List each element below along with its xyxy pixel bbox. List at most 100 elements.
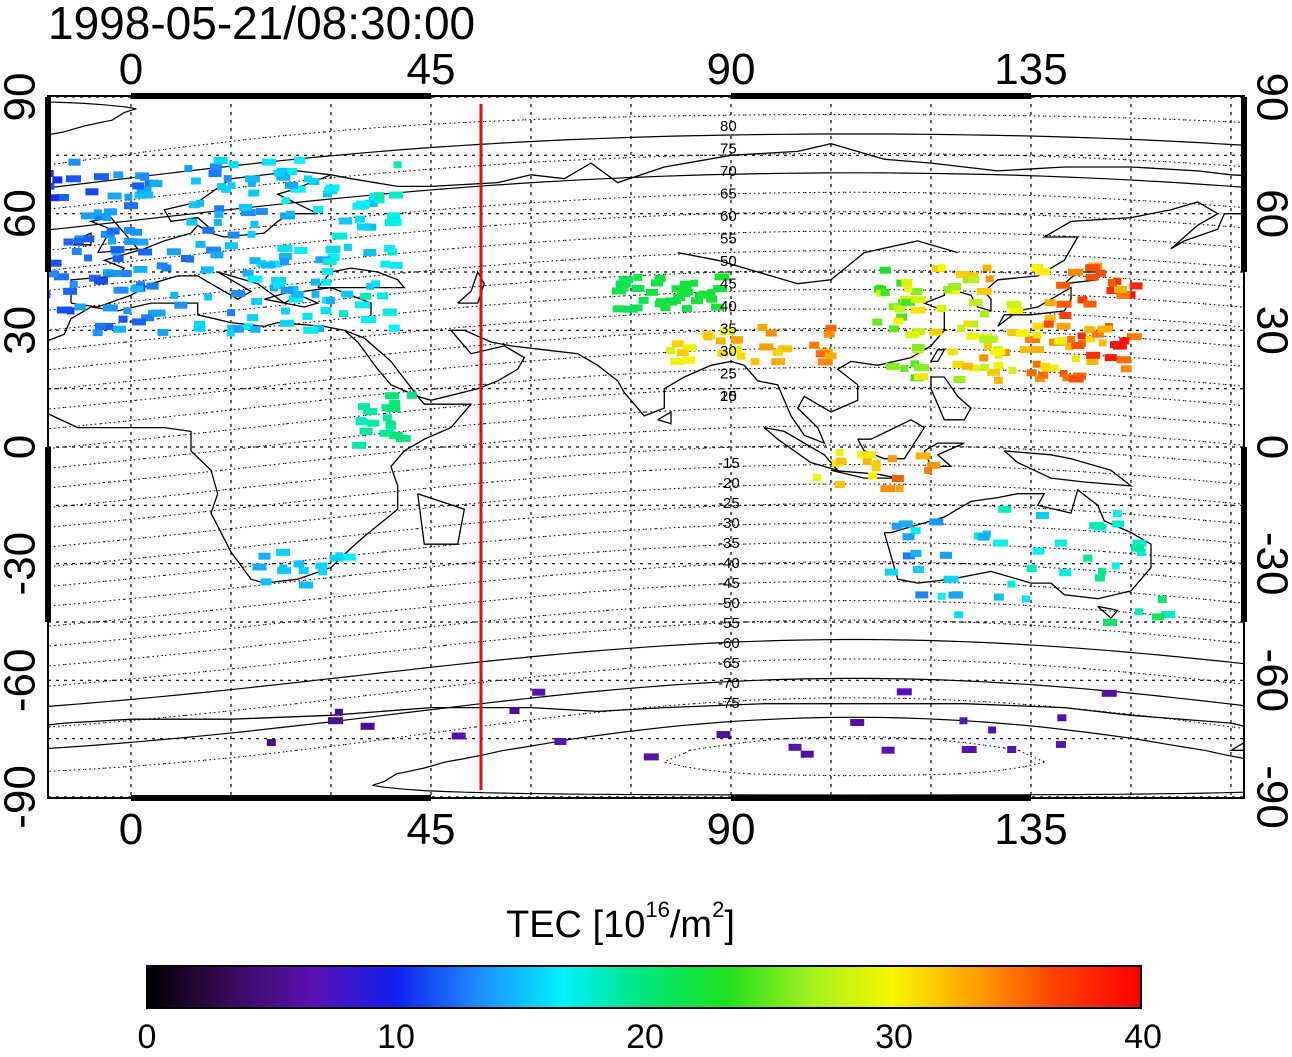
tec-cell (913, 566, 924, 573)
mlat-contour (48, 250, 1244, 311)
tec-cell (1086, 351, 1101, 359)
tec-cell (976, 287, 992, 295)
tec-cell (388, 324, 400, 332)
tec-cell (290, 290, 304, 298)
tec-cell (95, 322, 105, 330)
tec-cell (363, 249, 377, 257)
tec-cell (1022, 595, 1030, 603)
tec-cell (1083, 300, 1097, 308)
tec-cell (63, 238, 74, 246)
tec-cell (1129, 282, 1143, 290)
tec-cell (962, 276, 973, 284)
tec-cell (1161, 611, 1176, 619)
tec-cell (377, 292, 389, 300)
tec-cell (294, 247, 308, 254)
tec-cell (670, 357, 685, 365)
tec-cell (240, 209, 256, 217)
lon-tick-label-top: 90 (707, 45, 756, 94)
tec-cell (93, 209, 102, 217)
tec-cell (1132, 539, 1147, 547)
tec-cell (929, 328, 943, 336)
tec-cell (213, 218, 222, 226)
tec-cell (654, 275, 666, 282)
tec-cell (778, 345, 793, 353)
tec-cell (261, 158, 276, 166)
tec-cell (389, 191, 404, 199)
tec-cell (711, 303, 725, 311)
tec-cell (334, 708, 343, 716)
tec-cell (290, 185, 306, 193)
mlat-label: 75 (720, 141, 737, 158)
frame-bar (731, 93, 1031, 99)
mlat-label: -40 (718, 555, 740, 572)
tec-cell (715, 337, 726, 345)
tec-cell (905, 331, 920, 339)
tec-cell (765, 329, 777, 337)
coastline (417, 493, 466, 545)
mlat-label: 50 (720, 253, 737, 270)
tec-cell (341, 290, 354, 298)
tec-cell (985, 275, 994, 283)
tec-cell (227, 309, 236, 317)
tec-cell (631, 285, 645, 292)
tec-cell (112, 255, 124, 263)
tec-cell (32, 247, 40, 254)
tec-cell (1067, 335, 1076, 343)
tec-cell (195, 240, 206, 248)
mlat-contour (48, 561, 1244, 627)
mlat-label: -15 (718, 455, 740, 472)
tec-cell (1136, 549, 1146, 556)
coastline (48, 703, 1244, 751)
tec-cell (1037, 268, 1051, 276)
tec-cell (181, 255, 191, 262)
tec-cell (929, 518, 944, 526)
tec-cell (911, 344, 925, 351)
tec-cell (83, 235, 95, 243)
tec-cell (713, 285, 728, 293)
tec-cell (227, 231, 240, 239)
tec-cell (266, 739, 276, 746)
tec-cell (1019, 346, 1031, 354)
lat-tick-label-right: -90 (1248, 765, 1292, 829)
tec-cell (1032, 322, 1044, 330)
mlat-contour (48, 366, 1244, 430)
frame-bar (1241, 97, 1247, 272)
tec-cell (900, 365, 909, 372)
tec-cell (948, 591, 962, 599)
tec-cell (80, 212, 96, 220)
tec-cell (1134, 608, 1143, 616)
tec-cell (888, 325, 899, 333)
tec-cell (271, 277, 287, 284)
mlat-label: -25 (718, 495, 740, 512)
tec-cell (1031, 346, 1044, 354)
lat-tick-label-right: -30 (1248, 532, 1292, 596)
tec-cell (48, 194, 59, 202)
lat-tick-label-right: 30 (1248, 306, 1292, 355)
tec-cell (389, 261, 403, 269)
tec-cell (99, 323, 114, 330)
tec-cell (381, 404, 390, 412)
tec-cell (354, 215, 365, 223)
mlat-label: -70 (718, 675, 740, 692)
tec-cell (964, 272, 979, 280)
tec-cells (32, 156, 1244, 761)
colorbar-title-exponent-2: 2 (712, 897, 725, 922)
tec-cell (823, 330, 835, 338)
coastline (1244, 606, 1291, 626)
tec-cell (52, 176, 63, 184)
tec-cell (1001, 349, 1010, 356)
tec-cell (884, 568, 898, 576)
tec-cell (894, 305, 906, 313)
tec-cell (671, 340, 684, 348)
tec-cell (352, 202, 368, 210)
tec-cell (1101, 689, 1117, 697)
tec-cell (1113, 277, 1122, 285)
mlat-label: 60 (720, 208, 737, 225)
frame-bar (131, 795, 431, 801)
tec-cell (714, 273, 730, 281)
tec-cell (363, 408, 378, 416)
tec-cell (1044, 299, 1056, 307)
tec-cell (106, 227, 120, 235)
tec-cell (963, 320, 972, 328)
tec-cell (612, 305, 626, 313)
